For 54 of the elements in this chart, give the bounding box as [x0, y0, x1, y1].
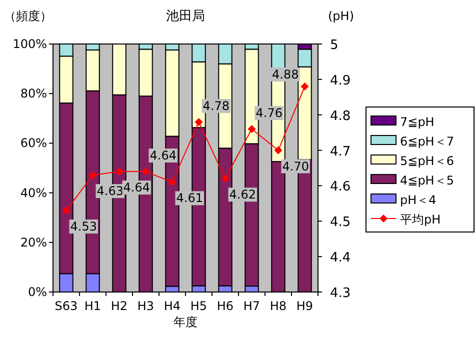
y-tick-label: 40%	[20, 186, 47, 200]
legend-label: 4≦pH＜5	[400, 174, 454, 188]
legend-label: 7≦pH	[400, 115, 434, 129]
data-label: 4.88	[272, 68, 299, 82]
x-tick-label: H3	[137, 299, 154, 313]
x-axis-title: 年度	[174, 315, 198, 329]
x-tick-label: H2	[110, 299, 128, 313]
data-label: 4.64	[123, 180, 150, 195]
x-tick-label: H4	[164, 299, 181, 313]
data-label: 4.63	[96, 184, 124, 198]
point	[142, 168, 150, 176]
y-tick-label: 60%	[20, 136, 47, 150]
point	[300, 82, 309, 91]
y2-tick-label: 5	[330, 38, 338, 53]
legend-label: pH＜4	[400, 193, 436, 207]
y-tick-label: 20%	[20, 235, 47, 250]
y2-axis-title: (pH)	[328, 9, 354, 23]
y-tick-label: 0%	[28, 285, 47, 299]
point	[221, 174, 230, 183]
point	[194, 118, 203, 126]
x-tick-label: H9	[296, 299, 314, 313]
y2-tick-label: 4.8	[330, 108, 351, 124]
data-label: 4.70	[282, 159, 309, 174]
x-tick-label: S63	[54, 299, 78, 313]
x-tick-label: H5	[190, 299, 208, 313]
data-label: 4.53	[70, 220, 97, 234]
x-tick-label: H8	[270, 299, 287, 313]
point	[62, 206, 70, 215]
legend-label: 5≦pH＜6	[400, 154, 454, 168]
y2-tick-label: 4.5	[330, 215, 351, 230]
x-tick-label: H7	[243, 299, 260, 313]
y2-tick-label: 4.9	[330, 73, 351, 88]
chart-title: 池田局	[166, 9, 205, 24]
y2-tick-label: 4.3	[330, 286, 351, 301]
y-axis-title: （頻度）	[4, 9, 52, 23]
x-tick-label: H1	[84, 299, 102, 313]
data-label: 4.78	[202, 98, 230, 113]
point	[168, 178, 176, 186]
point	[115, 168, 124, 176]
data-label: 4.64	[150, 148, 176, 163]
y-tick-label: 80%	[20, 86, 47, 101]
x-tick-label: H6	[216, 299, 234, 313]
point	[248, 125, 256, 134]
data-label: 4.61	[176, 191, 203, 206]
data-label: 4.76	[256, 106, 282, 120]
y2-tick-label: 4.6	[330, 180, 351, 195]
legend-label: 平均pH	[400, 212, 441, 226]
y2-tick-label: 4.4	[330, 250, 351, 266]
point	[274, 146, 282, 154]
legend-label: 6≦pH＜7	[400, 134, 454, 148]
y2-tick-label: 4.7	[330, 144, 351, 160]
point	[88, 171, 97, 180]
y-tick-label: 100%	[12, 37, 47, 51]
data-label: 4.62	[229, 188, 256, 202]
